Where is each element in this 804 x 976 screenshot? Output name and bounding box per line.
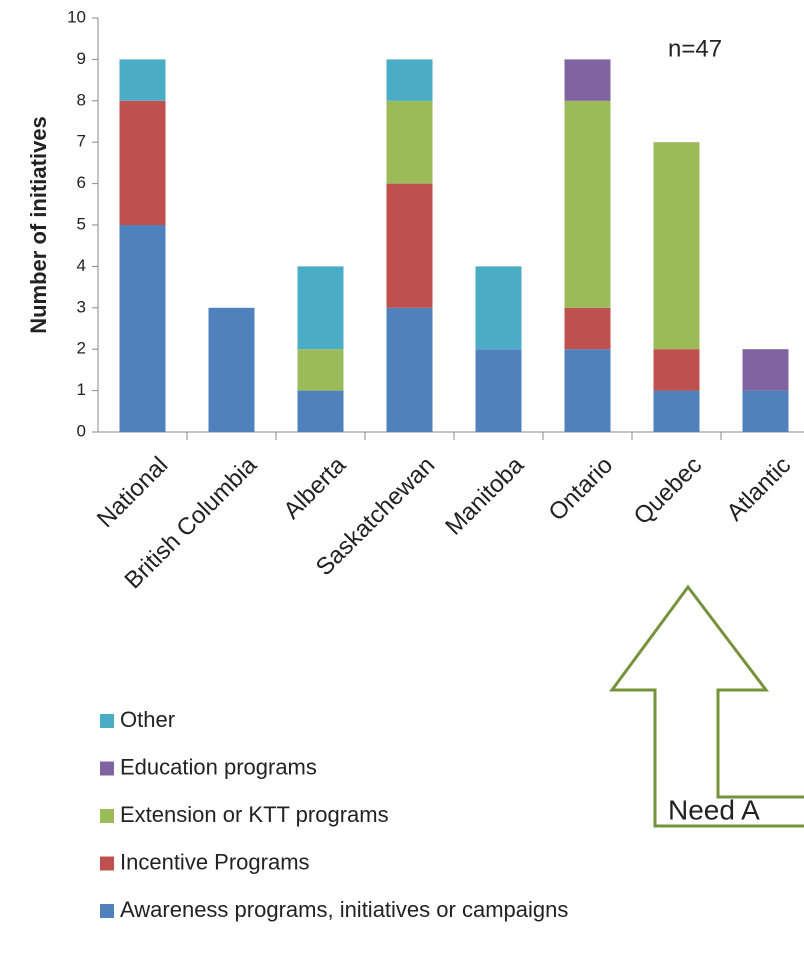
bar-segment xyxy=(564,307,611,350)
bar-segment xyxy=(119,225,166,432)
legend-swatch xyxy=(100,809,114,823)
bar-segment xyxy=(564,100,611,308)
x-tick-label: Quebec xyxy=(629,452,708,531)
bar-segment xyxy=(386,59,433,101)
bar-segment xyxy=(386,307,433,432)
bar-segment xyxy=(386,183,433,308)
x-tick-label: Atlantic xyxy=(721,452,796,527)
y-tick-label: 3 xyxy=(77,297,86,316)
bar-segment xyxy=(742,349,789,391)
legend-swatch xyxy=(100,714,114,728)
x-tick-label: Manitoba xyxy=(440,451,529,540)
bar-segment xyxy=(386,100,433,184)
legend-label: Extension or KTT programs xyxy=(120,802,389,827)
x-tick-label: Ontario xyxy=(543,452,618,527)
bar-segment xyxy=(208,307,255,432)
legend-swatch xyxy=(100,761,114,776)
legend-label: Incentive Programs xyxy=(120,849,310,874)
legend-swatch xyxy=(100,856,114,871)
bar-segment xyxy=(475,266,522,350)
bar-segment xyxy=(742,390,789,432)
y-tick-label: 4 xyxy=(77,256,86,275)
bar-segment xyxy=(119,100,166,225)
arrow xyxy=(609,584,804,828)
bar-segment xyxy=(475,349,522,432)
legend-label: Other xyxy=(120,707,175,732)
bar-segment xyxy=(564,349,611,432)
bar-segment xyxy=(653,142,700,350)
bar-segment xyxy=(564,59,611,101)
annotation: n=47 xyxy=(668,35,722,62)
x-tick-label: National xyxy=(92,452,173,533)
y-tick-label: 8 xyxy=(77,90,86,109)
legend-label: Education programs xyxy=(120,754,317,779)
bar-segment xyxy=(653,390,700,432)
annotation: Need A xyxy=(668,794,760,825)
bar-segment xyxy=(119,59,166,101)
y-tick-label: 6 xyxy=(77,173,86,192)
legend-swatch xyxy=(100,904,114,918)
y-tick-label: 7 xyxy=(77,132,86,151)
y-tick-label: 10 xyxy=(67,7,86,26)
y-tick-label: 5 xyxy=(77,214,86,233)
bar-segment xyxy=(297,349,344,391)
y-tick-label: 1 xyxy=(77,380,86,399)
y-tick-label: 0 xyxy=(77,421,86,440)
legend-label: Awareness programs, initiatives or campa… xyxy=(120,897,568,922)
y-tick-label: 9 xyxy=(77,49,86,68)
y-tick-label: 2 xyxy=(77,339,86,358)
bar-segment xyxy=(653,349,700,391)
x-tick-label: Alberta xyxy=(278,451,351,524)
bar-segment xyxy=(297,266,344,350)
bar-segment xyxy=(297,390,344,432)
y-axis-title: Number of initiatives xyxy=(26,116,51,334)
